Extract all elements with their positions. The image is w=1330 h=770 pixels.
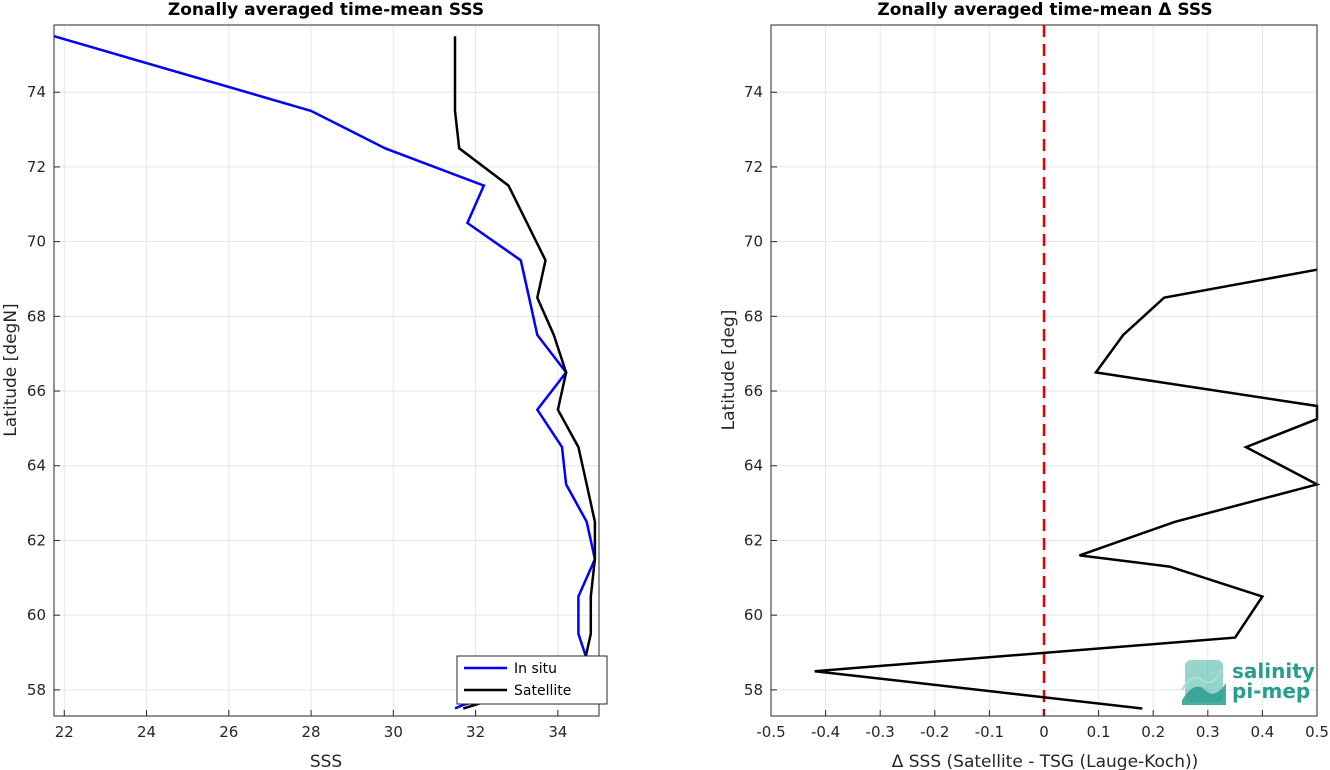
y-axis-label: Latitude [deg] (719, 310, 739, 431)
x-tick-label: 0.3 (1196, 723, 1220, 741)
x-tick-label: 28 (302, 723, 321, 741)
logo: salinity pi-mep (1181, 659, 1315, 705)
x-tick-label: 0.2 (1141, 723, 1165, 741)
axes-frame (53, 24, 600, 717)
y-tick-label: 64 (27, 457, 46, 475)
y-tick-label: 60 (744, 606, 763, 624)
x-tick-label: -0.3 (866, 723, 895, 741)
grid-lines (54, 25, 599, 716)
logo-text-line2: pi-mep (1232, 679, 1310, 703)
y-tick-label: 60 (27, 606, 46, 624)
y-tick-label: 58 (744, 681, 763, 699)
y-tick-labels: 58 60 62 64 66 68 70 72 74 (744, 83, 763, 699)
x-tick-label: -0.2 (920, 723, 949, 741)
x-tick-label: 34 (548, 723, 567, 741)
legend-label-satellite: Satellite (514, 683, 571, 699)
x-tick-label: 32 (466, 723, 485, 741)
x-tick-label: 22 (55, 723, 74, 741)
x-tick-label: 0 (1039, 723, 1049, 741)
chart-title: Zonally averaged time-mean SSS (168, 0, 484, 20)
chart-title: Zonally averaged time-mean Δ SSS (877, 0, 1212, 20)
x-tick-label: -0.5 (756, 723, 785, 741)
legend: In situ Satellite (456, 655, 608, 705)
x-tick-label: 30 (384, 723, 403, 741)
wave-logo-icon (1181, 660, 1226, 705)
y-tick-label: 66 (744, 382, 763, 400)
y-tick-label: 62 (27, 531, 46, 549)
series-line-satellite (453, 36, 597, 710)
x-tick-label: 0.5 (1305, 723, 1329, 741)
y-tick-label: 72 (744, 158, 763, 176)
y-tick-label: 70 (744, 233, 763, 251)
y-tick-label: 66 (27, 382, 46, 400)
x-tick-label: -0.4 (811, 723, 840, 741)
y-tick-label: 74 (27, 83, 46, 101)
logo-text-line1: salinity (1232, 659, 1315, 683)
y-tick-label: 68 (744, 307, 763, 325)
series-line-in-situ (53, 34, 597, 710)
delta-sss-panel: -0.5 -0.4 -0.3 -0.2 -0.1 0 0.1 0.2 0.3 0.4 0.5 58 6… (719, 0, 1329, 770)
series-lines (814, 268, 1321, 710)
y-tick-label: 68 (27, 307, 46, 325)
sss-panel: 22 24 26 28 30 32 34 58 60 62 64 66 68 70 72 74 Zonall… (1, 0, 608, 770)
y-tick-label: 62 (744, 531, 763, 549)
y-tick-label: 72 (27, 158, 46, 176)
x-tick-label: 24 (137, 723, 156, 741)
legend-label-in-situ: In situ (514, 661, 557, 677)
x-tick-label: 26 (219, 723, 238, 741)
x-tick-labels: 22 24 26 28 30 32 34 (55, 723, 568, 741)
x-axis-label: Δ SSS (Satellite - TSG (Lauge-Koch)) (892, 752, 1199, 770)
x-tick-labels: -0.5 -0.4 -0.3 -0.2 -0.1 0 0.1 0.2 0.3 0.4 0.5 (756, 723, 1329, 741)
x-tick-label: 0.4 (1250, 723, 1274, 741)
y-tick-label: 74 (744, 83, 763, 101)
y-tick-labels: 58 60 62 64 66 68 70 72 74 (27, 83, 46, 699)
y-tick-label: 58 (27, 681, 46, 699)
y-tick-label: 70 (27, 233, 46, 251)
x-tick-label: 0.1 (1087, 723, 1111, 741)
x-tick-label: -0.1 (975, 723, 1004, 741)
series-line-delta (814, 268, 1321, 710)
y-axis-label: Latitude [degN] (1, 303, 21, 436)
x-axis-label: SSS (310, 752, 342, 770)
legend-box (456, 655, 608, 705)
y-tick-label: 64 (744, 457, 763, 475)
series-lines (53, 34, 597, 710)
